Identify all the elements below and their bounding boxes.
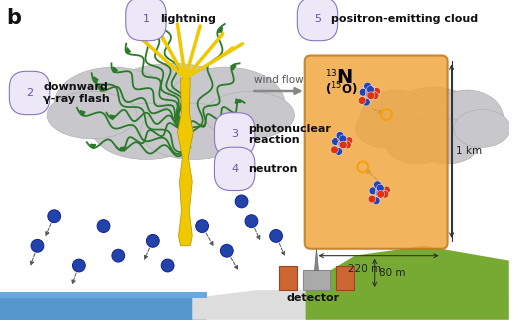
Circle shape — [332, 138, 340, 146]
Ellipse shape — [140, 103, 247, 159]
Ellipse shape — [454, 109, 510, 147]
Circle shape — [31, 239, 44, 252]
Circle shape — [48, 210, 61, 223]
FancyBboxPatch shape — [304, 55, 448, 249]
Circle shape — [97, 220, 110, 232]
Circle shape — [377, 190, 384, 198]
Ellipse shape — [93, 103, 200, 159]
Circle shape — [367, 92, 375, 99]
Circle shape — [381, 190, 389, 198]
Ellipse shape — [386, 87, 482, 158]
Circle shape — [335, 147, 343, 155]
Ellipse shape — [414, 119, 480, 164]
Text: 1: 1 — [142, 14, 150, 24]
Text: 1 km: 1 km — [456, 146, 481, 156]
Text: photonuclear
reaction: photonuclear reaction — [249, 124, 331, 145]
Text: 220 m: 220 m — [348, 263, 381, 274]
Polygon shape — [0, 292, 207, 320]
Text: positron-emitting cloud: positron-emitting cloud — [331, 14, 478, 24]
Circle shape — [367, 87, 375, 94]
Ellipse shape — [360, 90, 434, 149]
Circle shape — [359, 88, 367, 96]
Text: lightning: lightning — [160, 14, 216, 24]
Bar — [0, 292, 207, 298]
Circle shape — [364, 82, 372, 90]
Circle shape — [376, 190, 384, 197]
Circle shape — [365, 86, 373, 94]
Circle shape — [368, 195, 376, 203]
Ellipse shape — [430, 90, 504, 149]
Text: detector: detector — [287, 293, 340, 303]
Ellipse shape — [167, 67, 285, 141]
Circle shape — [337, 140, 345, 148]
Circle shape — [374, 181, 381, 189]
Circle shape — [366, 86, 374, 93]
Circle shape — [369, 187, 377, 195]
Circle shape — [345, 137, 353, 145]
Circle shape — [362, 98, 370, 106]
Circle shape — [376, 184, 384, 192]
Circle shape — [245, 215, 258, 228]
Text: $^{13}$: $^{13}$ — [326, 69, 338, 82]
Ellipse shape — [384, 119, 451, 164]
Circle shape — [235, 195, 248, 208]
Polygon shape — [178, 78, 194, 246]
Polygon shape — [305, 246, 509, 320]
Circle shape — [365, 90, 373, 98]
Text: 80 m: 80 m — [379, 269, 405, 279]
Circle shape — [112, 249, 125, 262]
Circle shape — [336, 132, 344, 139]
Circle shape — [339, 135, 347, 143]
Text: 4: 4 — [231, 164, 238, 174]
Circle shape — [375, 185, 383, 193]
Circle shape — [375, 190, 383, 197]
Circle shape — [147, 234, 159, 247]
Ellipse shape — [54, 67, 172, 141]
Circle shape — [338, 140, 346, 148]
Circle shape — [161, 259, 174, 272]
Circle shape — [344, 141, 351, 149]
Circle shape — [340, 141, 347, 149]
Ellipse shape — [95, 63, 249, 152]
Polygon shape — [192, 290, 509, 320]
Circle shape — [358, 97, 366, 104]
Circle shape — [377, 185, 384, 193]
Bar — [303, 270, 330, 290]
Ellipse shape — [47, 91, 137, 139]
Text: neutron: neutron — [249, 164, 298, 174]
Circle shape — [338, 140, 346, 148]
Circle shape — [375, 189, 383, 197]
Circle shape — [340, 136, 347, 144]
Polygon shape — [315, 249, 318, 270]
Bar — [279, 266, 297, 290]
Circle shape — [220, 244, 233, 257]
Text: wind flow: wind flow — [254, 75, 304, 85]
Ellipse shape — [356, 109, 412, 147]
Circle shape — [365, 91, 373, 99]
Text: ($^{15}$O): ($^{15}$O) — [326, 80, 358, 98]
Circle shape — [337, 136, 345, 143]
Text: 3: 3 — [231, 129, 238, 139]
Circle shape — [366, 91, 374, 99]
Circle shape — [196, 220, 208, 232]
Circle shape — [383, 186, 390, 194]
Circle shape — [371, 92, 379, 99]
Text: 2: 2 — [26, 88, 33, 98]
Circle shape — [373, 88, 380, 95]
Circle shape — [270, 230, 282, 242]
Bar — [336, 266, 354, 290]
Circle shape — [72, 259, 85, 272]
Text: downward
γ-ray flash: downward γ-ray flash — [43, 82, 110, 104]
Text: 5: 5 — [314, 14, 321, 24]
Circle shape — [331, 146, 338, 154]
Text: N: N — [336, 68, 352, 87]
Ellipse shape — [204, 91, 295, 139]
Circle shape — [373, 197, 380, 204]
Text: b: b — [6, 8, 21, 28]
